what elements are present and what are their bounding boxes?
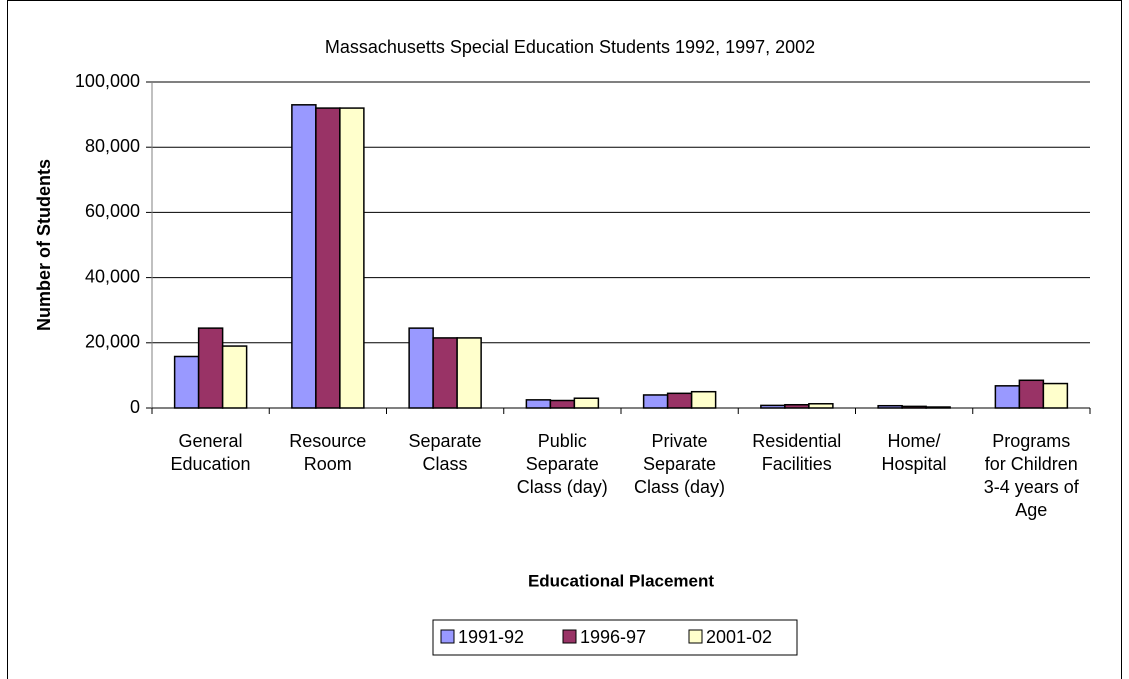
bar: [173, 355, 200, 409]
bar: [994, 385, 1021, 409]
x-axis-title: Educational Placement: [528, 571, 714, 590]
bar: [525, 399, 552, 409]
legend-label: 1996-97: [580, 627, 646, 647]
bar: [1042, 382, 1069, 409]
bar: [808, 403, 834, 409]
y-tick-label: 80,000: [85, 136, 140, 156]
x-tick-label: Home/ Hospital: [881, 431, 947, 474]
bar: [408, 327, 434, 409]
bar: [666, 392, 693, 409]
legend-swatch: [562, 629, 577, 644]
bar: [291, 104, 317, 409]
legend-swatch: [688, 629, 703, 644]
bar: [549, 399, 576, 409]
bar: [197, 327, 224, 409]
bar: [573, 397, 600, 409]
legend-label: 1991-92: [458, 627, 524, 647]
y-tick-label: 20,000: [85, 332, 140, 352]
x-tick-label: Residential Facilities: [752, 431, 842, 474]
y-tick-label: 40,000: [85, 266, 140, 286]
bar: [690, 390, 717, 409]
bar: [1018, 379, 1045, 409]
y-axis-title: Number of Students: [34, 159, 54, 331]
y-tick-label: 0: [130, 397, 140, 417]
chart-title: Massachusetts Special Education Students…: [325, 37, 815, 57]
bar: [339, 107, 365, 409]
x-tick-label: Separate Class: [408, 431, 482, 474]
bar: [432, 337, 458, 409]
bar: [456, 337, 482, 409]
bar: [315, 107, 341, 409]
legend-label: 2001-02: [706, 627, 772, 647]
x-tick-label: Programs for Children 3-4 years of Age: [983, 431, 1079, 520]
x-tick-label: General Education: [170, 431, 251, 474]
bar: [642, 394, 669, 409]
y-tick-label: 100,000: [75, 71, 140, 91]
x-tick-label: Public Separate Class (day): [516, 431, 608, 497]
legend-swatch: [440, 629, 455, 644]
legend-box: [432, 619, 798, 656]
bar: [221, 345, 248, 409]
x-tick-label: Private Separate Class (day): [633, 431, 726, 497]
y-tick-label: 60,000: [85, 201, 140, 221]
x-tick-label: Resource Room: [289, 431, 367, 474]
